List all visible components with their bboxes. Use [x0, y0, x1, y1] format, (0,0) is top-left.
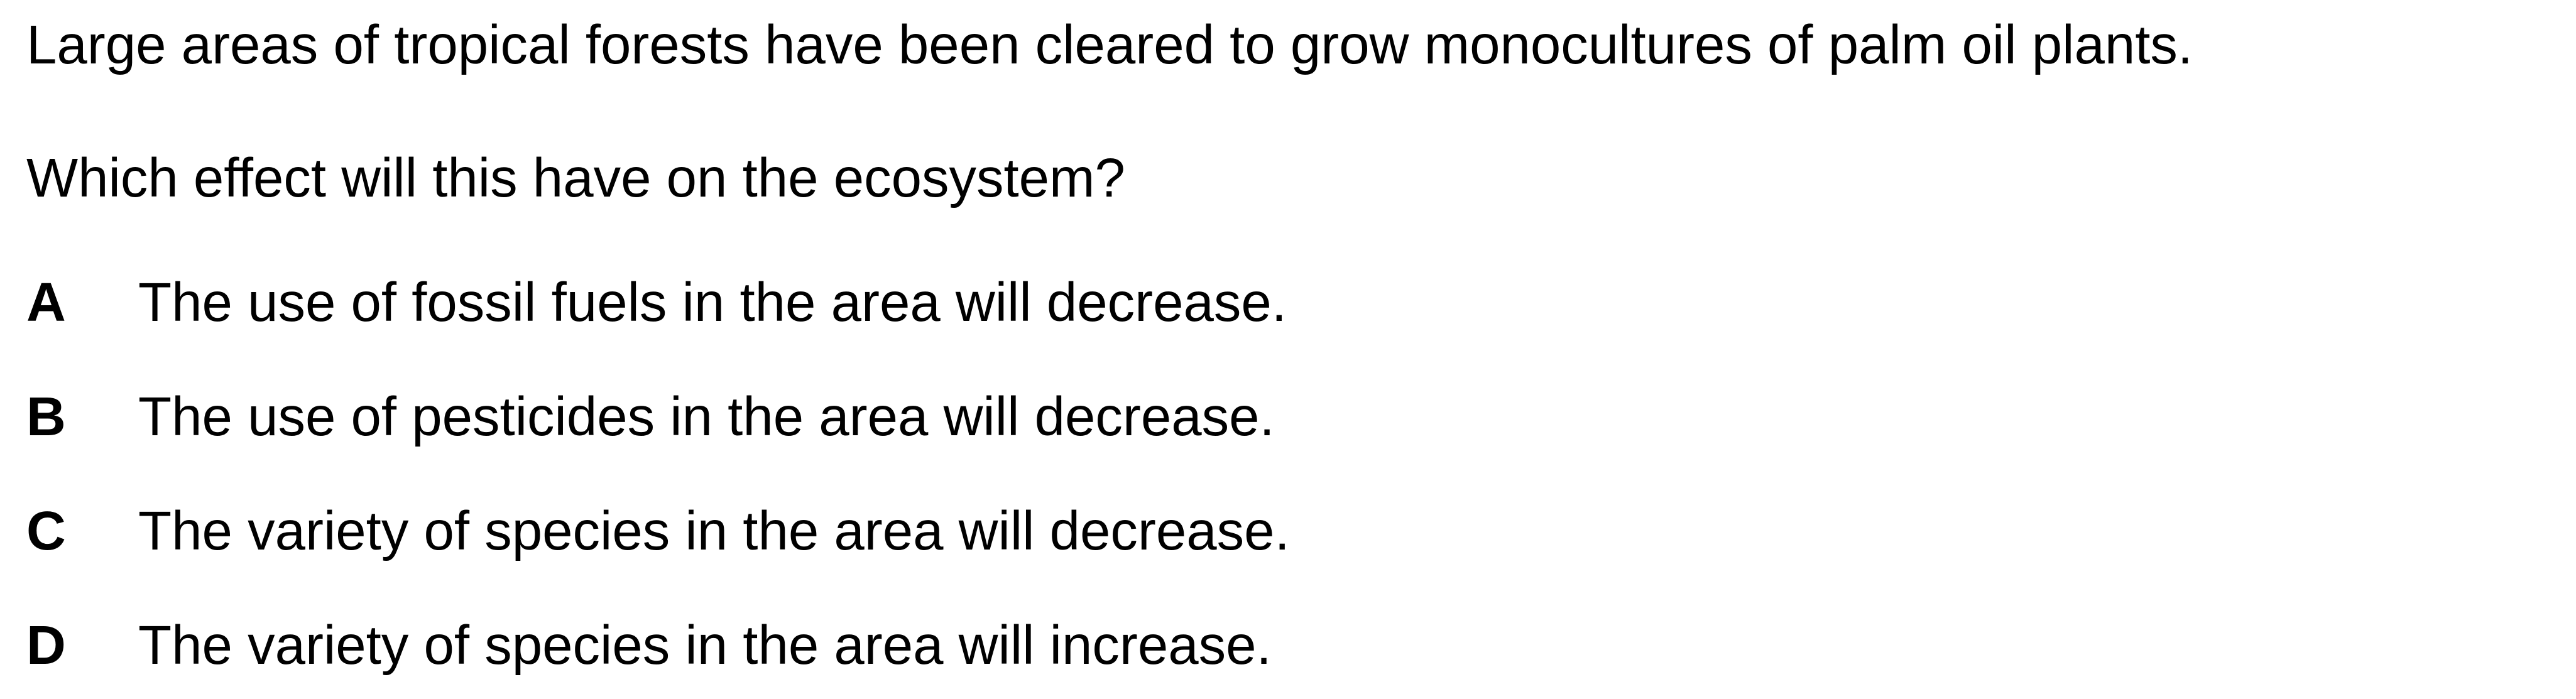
option-letter-b: B [26, 386, 66, 447]
answer-option-c: C The variety of species in the area wil… [26, 504, 2414, 566]
option-text-a: The use of fossil fuels in the area will… [138, 272, 1287, 333]
option-letter-c: C [26, 501, 66, 561]
option-letter-d: D [26, 615, 66, 676]
option-text-b: The use of pesticides in the area will d… [138, 386, 1275, 447]
answer-option-a: A The use of fossil fuels in the area wi… [26, 275, 2414, 338]
question-context: Large areas of tropical forests have bee… [26, 14, 2193, 75]
option-text-d: The variety of species in the area will … [138, 615, 1272, 676]
answer-option-b: B The use of pesticides in the area will… [26, 389, 2414, 452]
answer-option-d: D The variety of species in the area wil… [26, 618, 2414, 681]
option-letter-a: A [26, 272, 66, 333]
option-text-c: The variety of species in the area will … [138, 501, 1290, 561]
question-prompt: Which effect will this have on the ecosy… [26, 148, 1125, 209]
